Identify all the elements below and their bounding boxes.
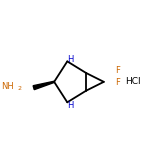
Text: F: F <box>115 66 120 75</box>
Text: HCl: HCl <box>125 77 141 86</box>
Text: NH: NH <box>1 82 14 92</box>
Text: F: F <box>115 78 120 87</box>
Text: H: H <box>67 101 73 111</box>
Text: H: H <box>67 55 73 64</box>
Text: 2: 2 <box>17 86 21 91</box>
Polygon shape <box>33 81 54 90</box>
